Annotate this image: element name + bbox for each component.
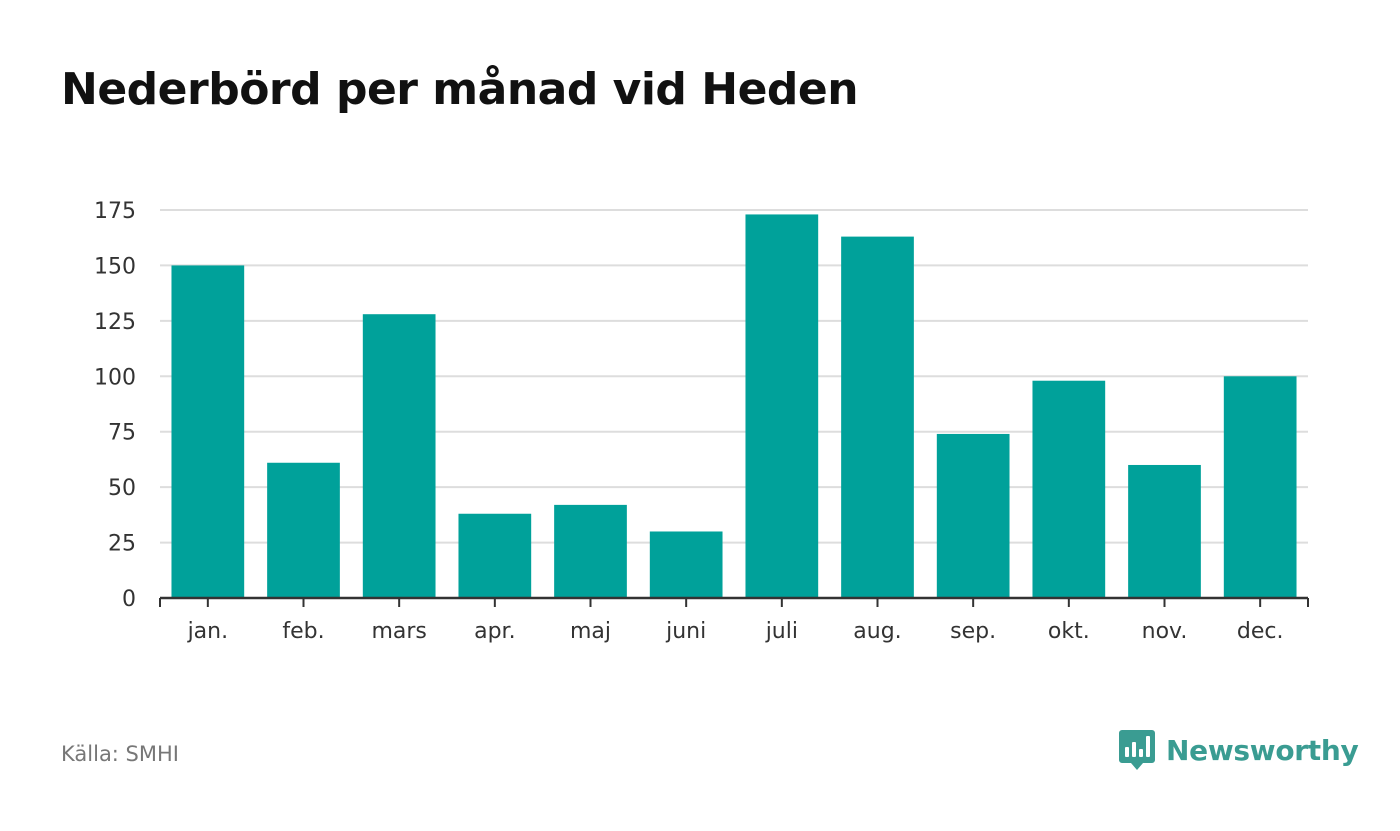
bar-chart-speech-bubble-icon xyxy=(1119,730,1155,770)
y-axis-tick-labels: 0 25 50 75 100 125 150 175 xyxy=(94,199,136,612)
bar-11 xyxy=(1223,376,1297,598)
y-tick-label: 125 xyxy=(94,310,136,335)
y-tick-label: 100 xyxy=(94,365,136,390)
x-tick-label: dec. xyxy=(1237,619,1284,644)
x-tick-label: aug. xyxy=(853,619,901,644)
y-tick-label: 175 xyxy=(94,199,136,224)
bar-0 xyxy=(171,265,245,598)
bar-8 xyxy=(936,433,1010,598)
bar-3 xyxy=(458,513,532,598)
source-note: Källa: SMHI xyxy=(61,742,179,766)
x-tick-label: juli xyxy=(765,619,798,644)
bar-2 xyxy=(362,314,436,598)
x-tick-label: maj xyxy=(570,619,611,644)
x-tick-label: okt. xyxy=(1048,619,1090,644)
bar-9 xyxy=(1032,380,1106,598)
x-tick-label: mars xyxy=(371,619,426,644)
brand-name: Newsworthy xyxy=(1166,733,1359,767)
x-tick-label: juni xyxy=(665,619,706,644)
bar-4 xyxy=(554,504,627,598)
bars xyxy=(171,214,1297,599)
x-tick-label: nov. xyxy=(1142,619,1188,644)
y-tick-label: 50 xyxy=(108,476,136,501)
bar-1 xyxy=(267,462,340,598)
y-tick-label: 150 xyxy=(94,254,136,279)
y-tick-label: 75 xyxy=(108,421,136,446)
bar-5 xyxy=(649,531,723,598)
x-axis-tick-labels: jan. feb. mars apr. maj juni juli aug. sep. okt. n… xyxy=(187,619,1284,644)
x-tick-label: feb. xyxy=(282,619,324,644)
chart-title: Nederbörd per månad vid Heden xyxy=(61,64,859,115)
x-tick-label: apr. xyxy=(474,619,515,644)
bar-7 xyxy=(841,236,914,598)
y-tick-label: 25 xyxy=(108,532,136,557)
x-axis xyxy=(159,596,1309,607)
bar-10 xyxy=(1128,464,1201,598)
brand-logo: Newsworthy xyxy=(1118,728,1359,772)
bar-6 xyxy=(745,214,819,599)
y-tick-label: 0 xyxy=(122,587,136,612)
x-tick-label: jan. xyxy=(187,619,229,644)
grid-lines xyxy=(160,209,1308,544)
x-tick-label: sep. xyxy=(950,619,996,644)
